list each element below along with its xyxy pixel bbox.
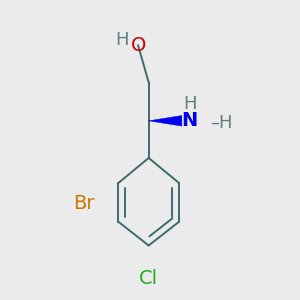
Text: –H: –H <box>210 115 232 133</box>
Text: O: O <box>130 36 146 55</box>
Text: N: N <box>182 111 198 130</box>
Text: Br: Br <box>73 194 94 213</box>
Text: H: H <box>116 31 129 49</box>
Polygon shape <box>149 116 182 126</box>
Text: H: H <box>183 94 196 112</box>
Text: Cl: Cl <box>139 269 158 288</box>
